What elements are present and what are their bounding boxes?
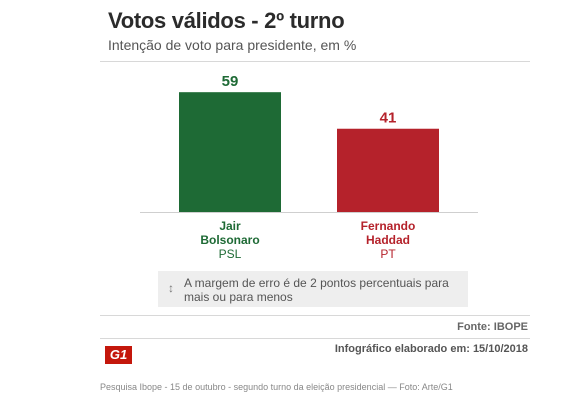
note-divider xyxy=(100,315,530,316)
margin-of-error-note: ↕ A margem de erro é de 2 pontos percent… xyxy=(158,271,468,307)
category-label: Haddad xyxy=(366,233,410,247)
margin-of-error-text: A margem de erro é de 2 pontos percentua… xyxy=(184,276,449,304)
category-label: Bolsonaro xyxy=(200,233,259,247)
credit-label: Infográfico elaborado em: 15/10/2018 xyxy=(334,343,528,355)
bar xyxy=(337,128,439,212)
up-down-arrow-icon: ↕ xyxy=(168,281,174,295)
party-label: PT xyxy=(380,247,396,261)
chart-subtitle: Intenção de voto para presidente, em % xyxy=(108,37,357,53)
source-divider xyxy=(100,338,530,339)
category-label: Jair xyxy=(219,219,241,233)
g1-logo: G1 xyxy=(105,346,132,364)
bar xyxy=(179,92,281,212)
party-label: PSL xyxy=(219,247,242,261)
data-label: 59 xyxy=(222,73,239,90)
image-caption: Pesquisa Ibope - 15 de outubro - segundo… xyxy=(100,382,453,392)
data-label: 41 xyxy=(380,110,397,127)
chart-title: Votos válidos - 2º turno xyxy=(108,8,345,33)
source-label: Fonte: IBOPE xyxy=(457,321,528,333)
header-divider xyxy=(100,61,530,62)
category-label: Fernando xyxy=(361,219,416,233)
